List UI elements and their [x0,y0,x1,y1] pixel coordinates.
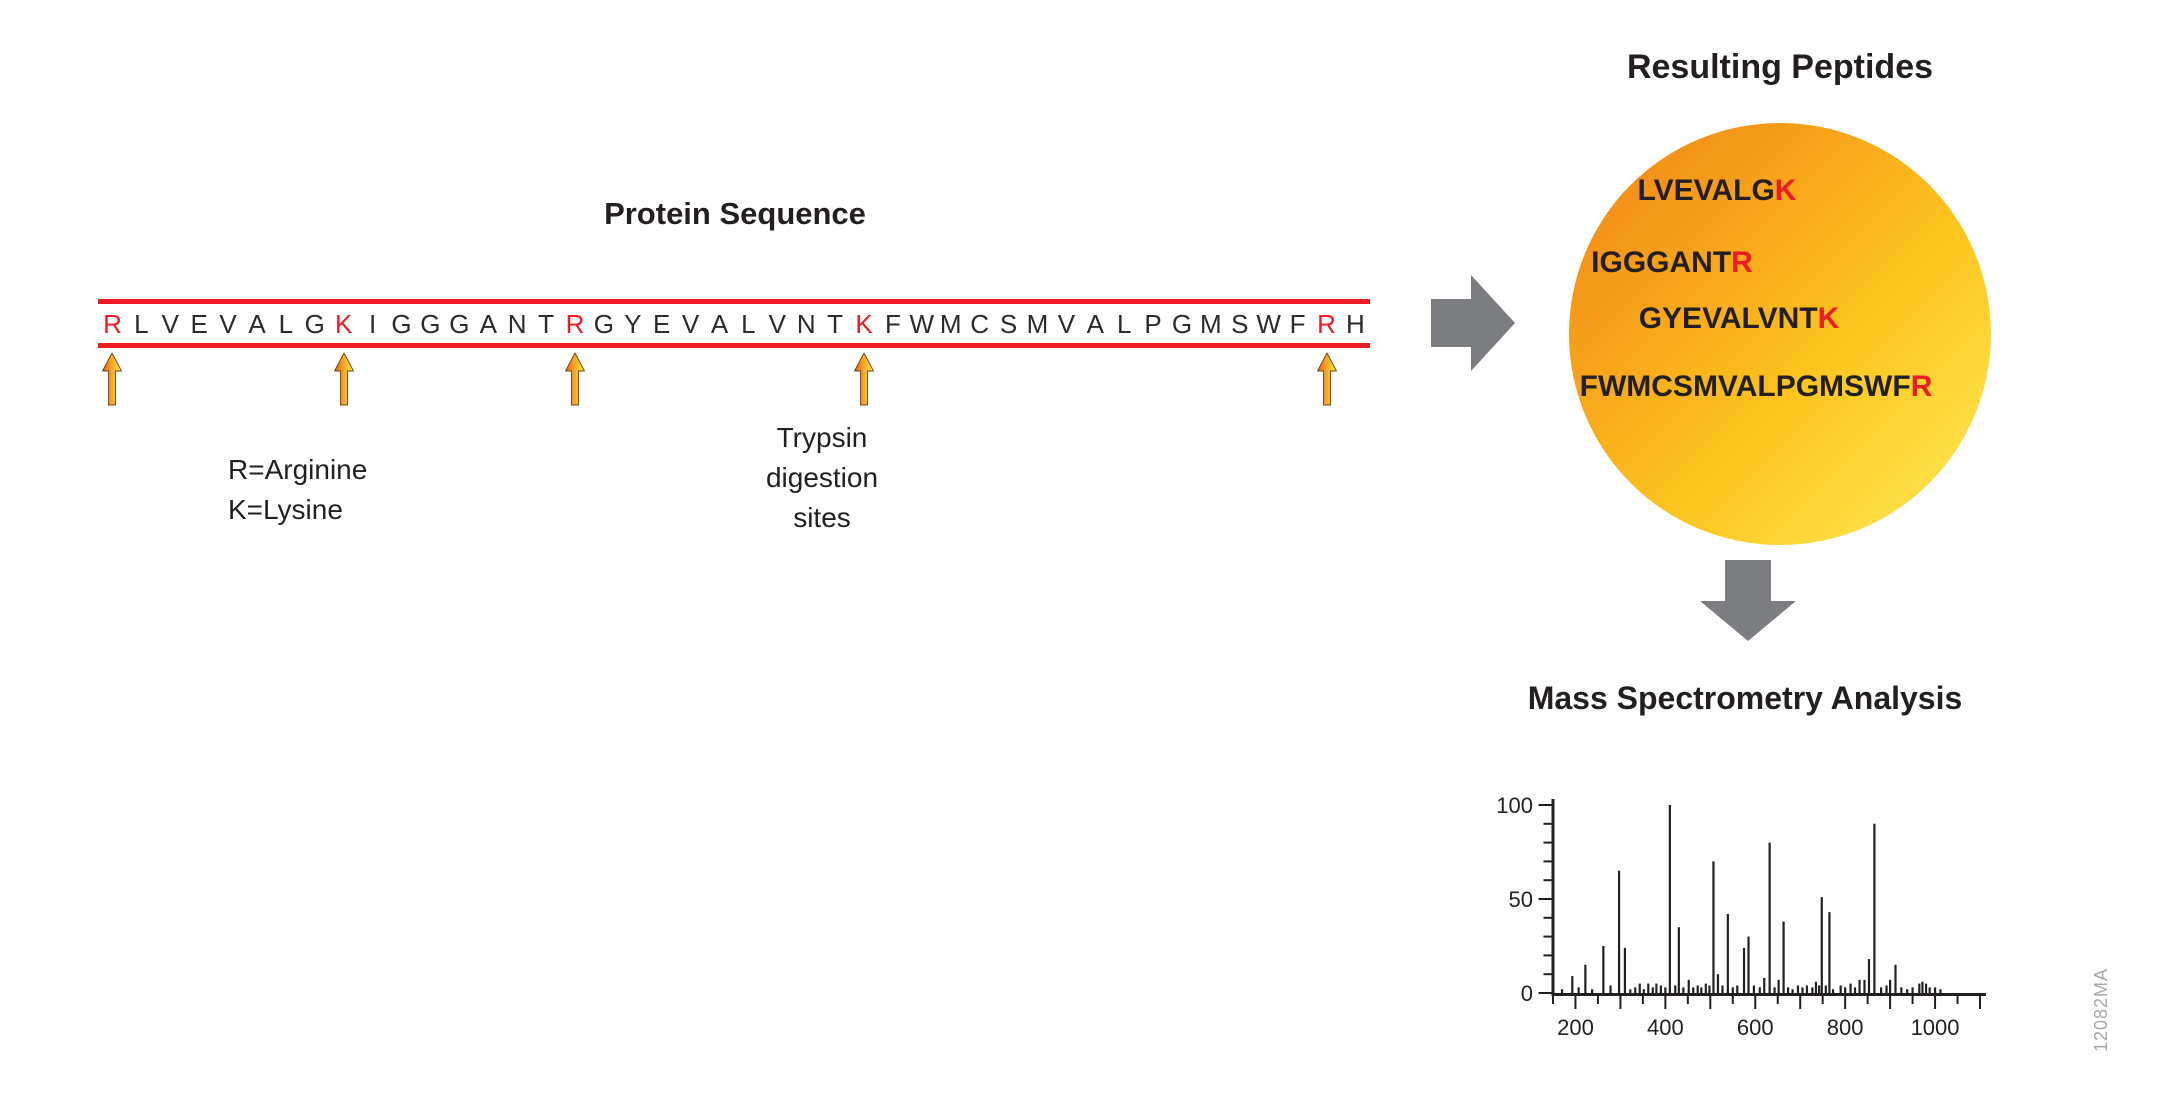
peptide-body: GYEVALVNT [1638,302,1818,335]
mass-spectrum-chart: 200 400 600 800 1000 0 50 100 [1496,793,1986,1040]
residue-letter: Y [624,308,642,339]
peptide-terminal: K [1817,302,1840,335]
flow-down-arrow-icon [1700,560,1796,641]
residue-letter: R [565,308,585,339]
peptide-body: LVEVALG [1637,174,1775,207]
residue-letter: H [1346,308,1365,339]
residue-letter: A [710,308,729,339]
residue-letter: G [1171,308,1193,339]
residue-letter: R [1317,308,1336,339]
trypsin-label-line1: Trypsin [776,422,868,453]
resulting-peptides-title: Resulting Peptides [1626,48,1934,86]
residue-letter: L [1116,308,1132,339]
residue-letter: G [420,308,441,339]
peptide-body: IGGGANT [1591,246,1732,279]
residue-letter: V [161,308,179,339]
peptide-line: FWMCSMVALPGMSWFR [1580,369,1933,405]
trypsin-label-line3: sites [793,502,851,533]
x-tick-label: 1000 [1911,1015,1960,1040]
residue-letter: F [1289,308,1306,339]
digestion-arrow-icon [563,352,587,411]
flow-right-arrow-icon [1431,275,1515,371]
peptide-line: LVEVALGK [1638,173,1797,209]
residue-letter: V [1057,308,1076,339]
trypsin-label-line2: digestion [765,462,879,493]
residue-letter: S [999,308,1018,339]
residue-letter: V [681,308,700,339]
residue-letter: P [1144,308,1162,339]
legend-line-lysine: K=Lysine [228,494,343,525]
watermark-code: 12082MA [2090,967,2111,1053]
residue-letter: L [134,308,149,339]
peptide-terminal: K [1774,174,1797,207]
residue-letter: T [827,308,844,339]
residue-letter: W [1256,308,1281,339]
residue-letter: N [796,308,816,339]
residue-letter: V [219,308,237,339]
y-tick-label: 0 [1521,981,1533,1006]
digestion-arrow-icon [852,352,876,411]
residue-letter: T [538,308,554,339]
site-arrow-layer [98,352,1370,408]
residue-letter: L [278,308,294,339]
peptide-line: IGGGANTR [1591,245,1753,281]
residue-letter: M [939,308,962,339]
x-tick-label: 200 [1557,1015,1594,1040]
residue-letter: W [909,308,935,339]
peptide-line: GYEVALVNTK [1639,301,1840,337]
residue-letter: C [970,308,990,339]
residue-letter: M [1026,308,1049,339]
residue-letter: S [1231,308,1249,339]
residue-letter: N [507,308,527,339]
x-tick-label: 600 [1737,1015,1774,1040]
protein-sequence-title: Protein Sequence [604,196,866,231]
y-tick-label: 100 [1496,793,1533,818]
residue-letter: L [741,308,756,339]
residue-letter: E [190,308,208,339]
residue-letter: G [449,308,470,339]
residue-letter: A [1086,308,1104,339]
residue-letter: G [391,308,412,339]
residue-letter: K [855,308,873,339]
residue-letter: A [248,308,266,339]
x-tick-label: 400 [1647,1015,1684,1040]
residue-letter: G [593,308,614,339]
peptide-body: FWMCSMVALPGMSWF [1579,370,1911,403]
residue-letter: M [1200,308,1222,339]
digestion-arrow-icon [100,352,124,411]
residue-letter: I [368,308,377,339]
residue-letter: K [335,308,353,339]
peptide-terminal: R [1910,370,1933,403]
legend-line-arginine: R=Arginine [228,454,368,485]
residue-letter: V [768,308,786,339]
residue-letter: E [653,308,671,339]
digestion-arrow-icon [1315,352,1339,411]
y-tick-label: 50 [1509,887,1533,912]
residue-letter: G [304,308,325,339]
residue-legend: R=Arginine K=Lysine [228,450,367,530]
digestion-arrow-icon [332,352,356,411]
residue-letter: A [479,308,497,339]
peptides-circle: LVEVALGK IGGGANTR GYEVALVNTK FWMCSMVALPG… [1569,123,1991,545]
trypsin-sites-label: Trypsin digestion sites [722,418,922,538]
mass-spec-title: Mass Spectrometry Analysis [1527,680,1963,716]
x-tick-label: 800 [1827,1015,1864,1040]
peptide-terminal: R [1731,246,1753,279]
residue-letter: R [103,308,122,339]
residue-letter: F [884,308,901,339]
